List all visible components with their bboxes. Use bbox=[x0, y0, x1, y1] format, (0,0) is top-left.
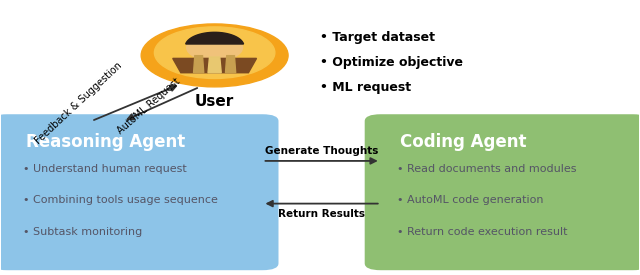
Circle shape bbox=[154, 27, 275, 78]
Text: • Read documents and modules: • Read documents and modules bbox=[397, 164, 576, 174]
Text: Reasoning Agent: Reasoning Agent bbox=[26, 133, 186, 151]
Ellipse shape bbox=[187, 34, 243, 61]
Polygon shape bbox=[186, 32, 244, 44]
Text: Return Results: Return Results bbox=[278, 208, 365, 219]
Text: • Optimize objective: • Optimize objective bbox=[320, 56, 463, 69]
Text: User: User bbox=[195, 94, 234, 109]
Text: Feedback & Suggestion: Feedback & Suggestion bbox=[33, 60, 124, 146]
Text: • AutoML code generation: • AutoML code generation bbox=[397, 196, 543, 205]
Text: • ML request: • ML request bbox=[320, 81, 411, 95]
Text: AutoML Request: AutoML Request bbox=[116, 76, 182, 136]
Text: • Subtask monitoring: • Subtask monitoring bbox=[23, 227, 142, 237]
Text: Coding Agent: Coding Agent bbox=[400, 133, 526, 151]
Text: • Combining tools usage sequence: • Combining tools usage sequence bbox=[23, 196, 218, 205]
Polygon shape bbox=[173, 58, 257, 73]
Text: Generate Thoughts: Generate Thoughts bbox=[265, 146, 378, 156]
FancyBboxPatch shape bbox=[365, 114, 640, 270]
Polygon shape bbox=[225, 56, 236, 73]
Polygon shape bbox=[193, 56, 204, 73]
Circle shape bbox=[141, 24, 288, 87]
Text: • Return code execution result: • Return code execution result bbox=[397, 227, 567, 237]
Text: • Target dataset: • Target dataset bbox=[320, 31, 435, 44]
Polygon shape bbox=[208, 57, 221, 73]
FancyBboxPatch shape bbox=[0, 114, 278, 270]
Text: • Understand human request: • Understand human request bbox=[23, 164, 187, 174]
